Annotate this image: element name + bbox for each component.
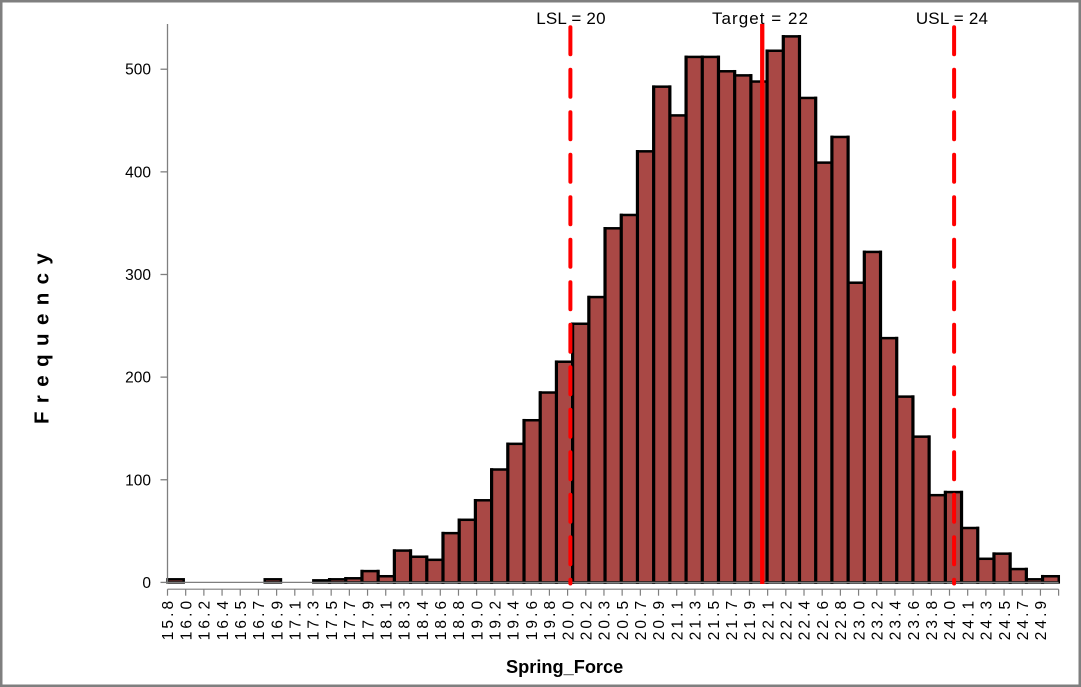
svg-text:16.4: 16.4	[215, 598, 232, 641]
svg-text:20.9: 20.9	[651, 598, 668, 641]
svg-text:19.4: 19.4	[506, 598, 523, 641]
svg-text:21.3: 21.3	[688, 598, 705, 641]
svg-text:24.9: 24.9	[1033, 598, 1050, 641]
svg-text:Target = 22: Target = 22	[712, 9, 809, 28]
svg-text:24.7: 24.7	[1015, 598, 1032, 641]
svg-text:USL = 24: USL = 24	[916, 9, 988, 28]
svg-text:17.3: 17.3	[306, 598, 323, 641]
svg-text:300: 300	[125, 267, 151, 284]
svg-text:19.8: 19.8	[542, 598, 559, 641]
svg-text:23.6: 23.6	[906, 598, 923, 641]
svg-text:Frequency: Frequency	[31, 245, 54, 424]
svg-text:24.1: 24.1	[960, 598, 977, 641]
svg-text:Spring_Force: Spring_Force	[506, 657, 623, 677]
svg-text:0: 0	[142, 575, 151, 592]
svg-text:24.0: 24.0	[942, 598, 959, 641]
svg-text:500: 500	[125, 62, 151, 79]
svg-text:16.7: 16.7	[251, 598, 268, 641]
svg-text:24.5: 24.5	[997, 598, 1014, 641]
svg-text:100: 100	[125, 472, 151, 489]
svg-text:18.1: 18.1	[378, 598, 395, 641]
svg-text:23.2: 23.2	[869, 598, 886, 641]
svg-text:200: 200	[125, 370, 151, 387]
svg-text:17.9: 17.9	[360, 598, 377, 641]
svg-text:18.6: 18.6	[433, 598, 450, 641]
svg-text:19.2: 19.2	[488, 598, 505, 641]
svg-text:21.7: 21.7	[724, 598, 741, 641]
svg-text:18.8: 18.8	[451, 598, 468, 641]
svg-text:17.5: 17.5	[324, 598, 341, 641]
svg-text:19.6: 19.6	[524, 598, 541, 641]
svg-text:18.3: 18.3	[397, 598, 414, 641]
svg-text:22.1: 22.1	[760, 598, 777, 641]
svg-text:22.4: 22.4	[797, 598, 814, 641]
svg-text:16.5: 16.5	[233, 598, 250, 641]
svg-text:17.1: 17.1	[288, 598, 305, 641]
svg-text:17.7: 17.7	[342, 598, 359, 641]
svg-text:24.3: 24.3	[979, 598, 996, 641]
svg-text:20.5: 20.5	[615, 598, 632, 641]
svg-text:23.0: 23.0	[851, 598, 868, 641]
svg-text:23.8: 23.8	[924, 598, 941, 641]
svg-text:LSL = 20: LSL = 20	[536, 9, 606, 28]
svg-text:15.8: 15.8	[160, 598, 177, 641]
svg-text:22.2: 22.2	[779, 598, 796, 641]
svg-text:20.0: 20.0	[560, 598, 577, 641]
svg-text:23.4: 23.4	[888, 598, 905, 641]
svg-text:16.9: 16.9	[269, 598, 286, 641]
svg-text:19.0: 19.0	[469, 598, 486, 641]
svg-text:21.5: 21.5	[706, 598, 723, 641]
svg-text:20.3: 20.3	[597, 598, 614, 641]
svg-text:22.8: 22.8	[833, 598, 850, 641]
svg-text:21.9: 21.9	[742, 598, 759, 641]
svg-text:21.1: 21.1	[669, 598, 686, 641]
svg-text:400: 400	[125, 164, 151, 181]
svg-text:16.0: 16.0	[178, 598, 195, 641]
svg-text:18.4: 18.4	[415, 598, 432, 641]
svg-text:20.2: 20.2	[578, 598, 595, 641]
svg-text:16.2: 16.2	[197, 598, 214, 641]
svg-text:22.6: 22.6	[815, 598, 832, 641]
svg-text:20.7: 20.7	[633, 598, 650, 641]
